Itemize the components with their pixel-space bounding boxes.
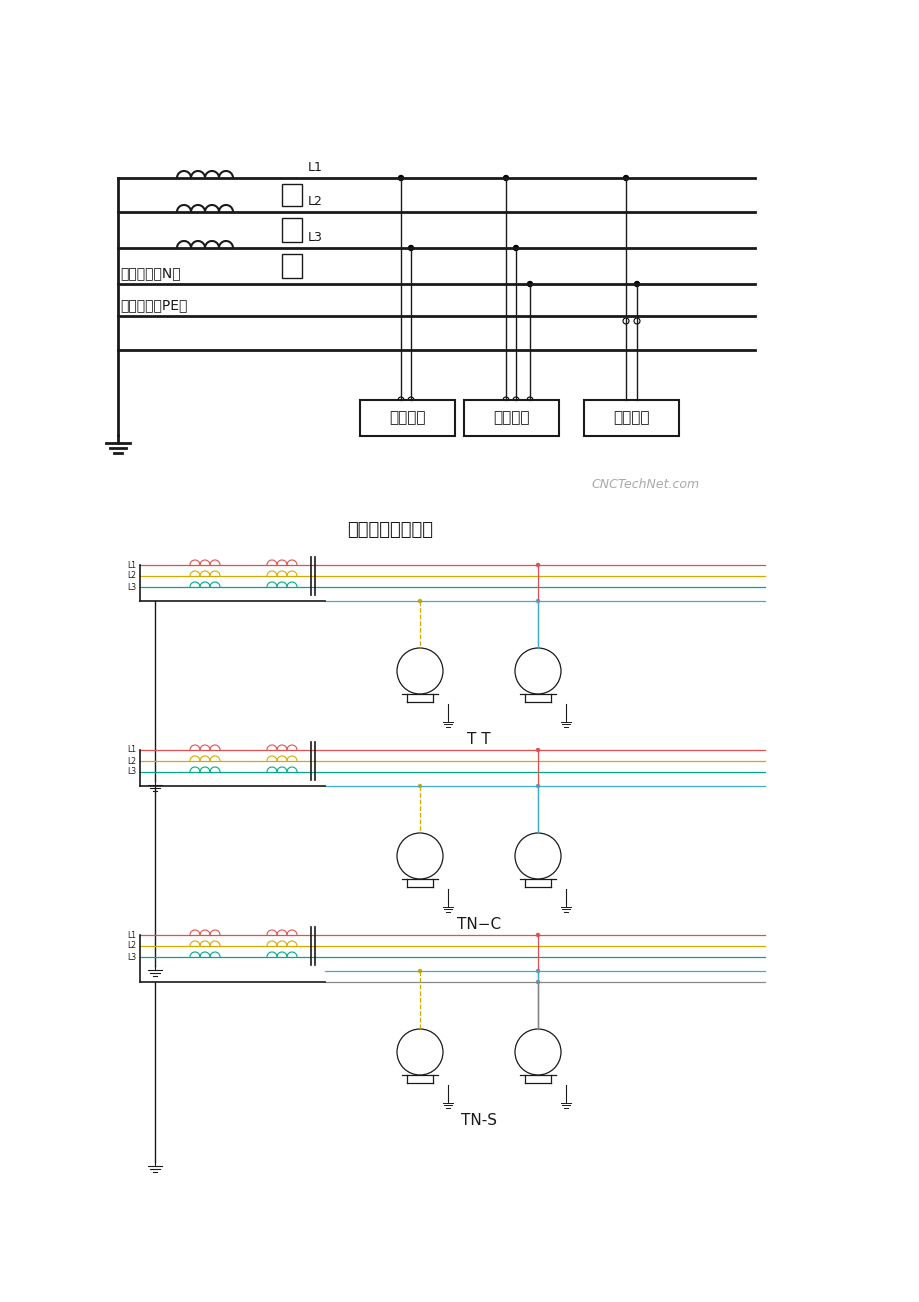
Text: L1: L1 [127,931,136,940]
Circle shape [623,176,628,181]
Circle shape [418,970,421,973]
Text: L3: L3 [127,767,136,776]
Bar [282,217,301,242]
Circle shape [634,281,639,286]
Circle shape [536,970,539,973]
Circle shape [408,246,413,250]
Text: L1: L1 [127,746,136,754]
Bar [282,184,301,206]
Circle shape [418,785,421,788]
Text: L2: L2 [127,941,136,950]
Circle shape [398,176,403,181]
Text: 保护零线（PE）: 保护零线（PE） [119,298,187,312]
Bar [360,400,455,436]
Text: L1: L1 [308,161,323,174]
Circle shape [513,246,518,250]
Text: T T: T T [467,732,490,747]
Text: 图三：三相五线制: 图三：三相五线制 [346,521,433,539]
Circle shape [536,599,539,603]
Text: CNCTechNet.com: CNCTechNet.com [591,478,699,491]
Bar [282,254,301,279]
Circle shape [536,980,539,983]
Circle shape [418,599,421,603]
Text: L3: L3 [308,230,323,243]
Text: L3: L3 [127,582,136,591]
Text: 有中性点: 有中性点 [494,410,529,426]
Text: 单相设备: 单相设备 [613,410,650,426]
Text: TN−C: TN−C [457,917,501,932]
Text: L3: L3 [127,953,136,961]
Circle shape [527,281,532,286]
Bar [464,400,559,436]
Text: L2: L2 [127,572,136,581]
Text: 无中性点: 无中性点 [390,410,425,426]
Bar [584,400,679,436]
Text: L2: L2 [308,195,323,208]
Text: L2: L2 [127,756,136,766]
Circle shape [536,749,539,751]
Circle shape [536,785,539,788]
Circle shape [503,176,508,181]
Text: 工作零线（N）: 工作零线（N） [119,266,180,280]
Circle shape [536,564,539,566]
Circle shape [536,934,539,936]
Text: TN-S: TN-S [460,1113,496,1128]
Text: L1: L1 [127,560,136,569]
